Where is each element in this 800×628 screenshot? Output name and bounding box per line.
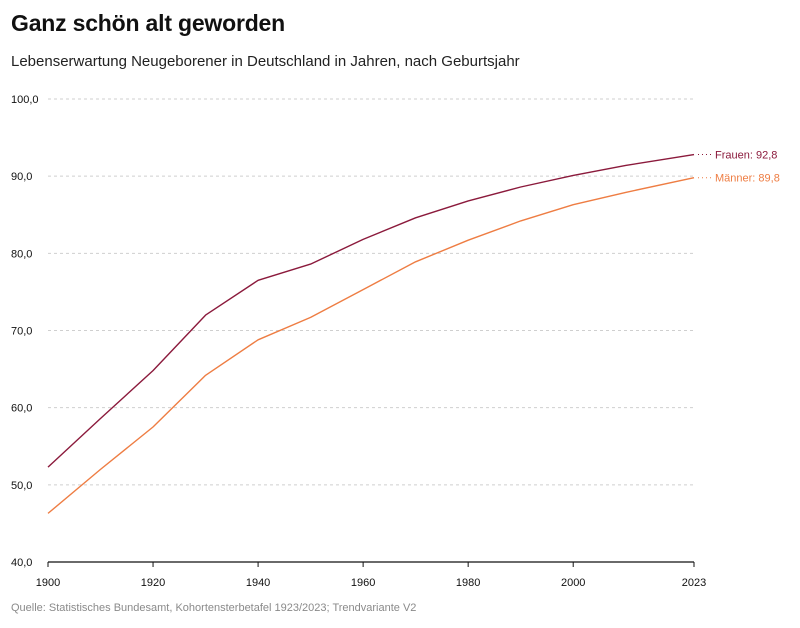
x-tick-label: 1980: [456, 577, 480, 589]
end-label: Frauen: 92,8: [715, 150, 777, 162]
x-tick-label: 1960: [351, 577, 375, 589]
y-tick-label: 100,0: [11, 94, 39, 106]
x-tick-label: 2023: [682, 577, 706, 589]
series-lines: [47, 153, 695, 514]
chart-title: Ganz schön alt geworden: [11, 10, 285, 36]
series-line-maenner: [47, 177, 695, 514]
y-tick-label: 40,0: [11, 557, 32, 569]
y-tick-label: 80,0: [11, 248, 32, 260]
x-axis-ticks: 1900 1920 1940 1960 1980 2000 2023: [36, 562, 706, 589]
source-note: Quelle: Statistisches Bundesamt, Kohorte…: [11, 602, 417, 614]
end-label: Männer: 89,8: [715, 173, 780, 185]
y-tick-label: 90,0: [11, 171, 32, 183]
y-axis-ticks: 40,0 50,0 60,0 70,0 80,0 90,0 100,0: [11, 94, 39, 569]
y-tick-label: 70,0: [11, 326, 32, 338]
x-tick-label: 1940: [246, 577, 270, 589]
x-tick-label: 2000: [561, 577, 585, 589]
end-labels: Frauen: 92,8 Männer: 89,8: [698, 150, 780, 185]
y-tick-label: 50,0: [11, 480, 32, 492]
y-tick-label: 60,0: [11, 403, 32, 415]
grid-lines: [48, 98, 694, 486]
chart-subtitle: Lebenserwartung Neugeborener in Deutschl…: [11, 53, 520, 70]
x-tick-label: 1900: [36, 577, 60, 589]
x-tick-label: 1920: [141, 577, 165, 589]
series-line-frauen: [47, 153, 695, 468]
